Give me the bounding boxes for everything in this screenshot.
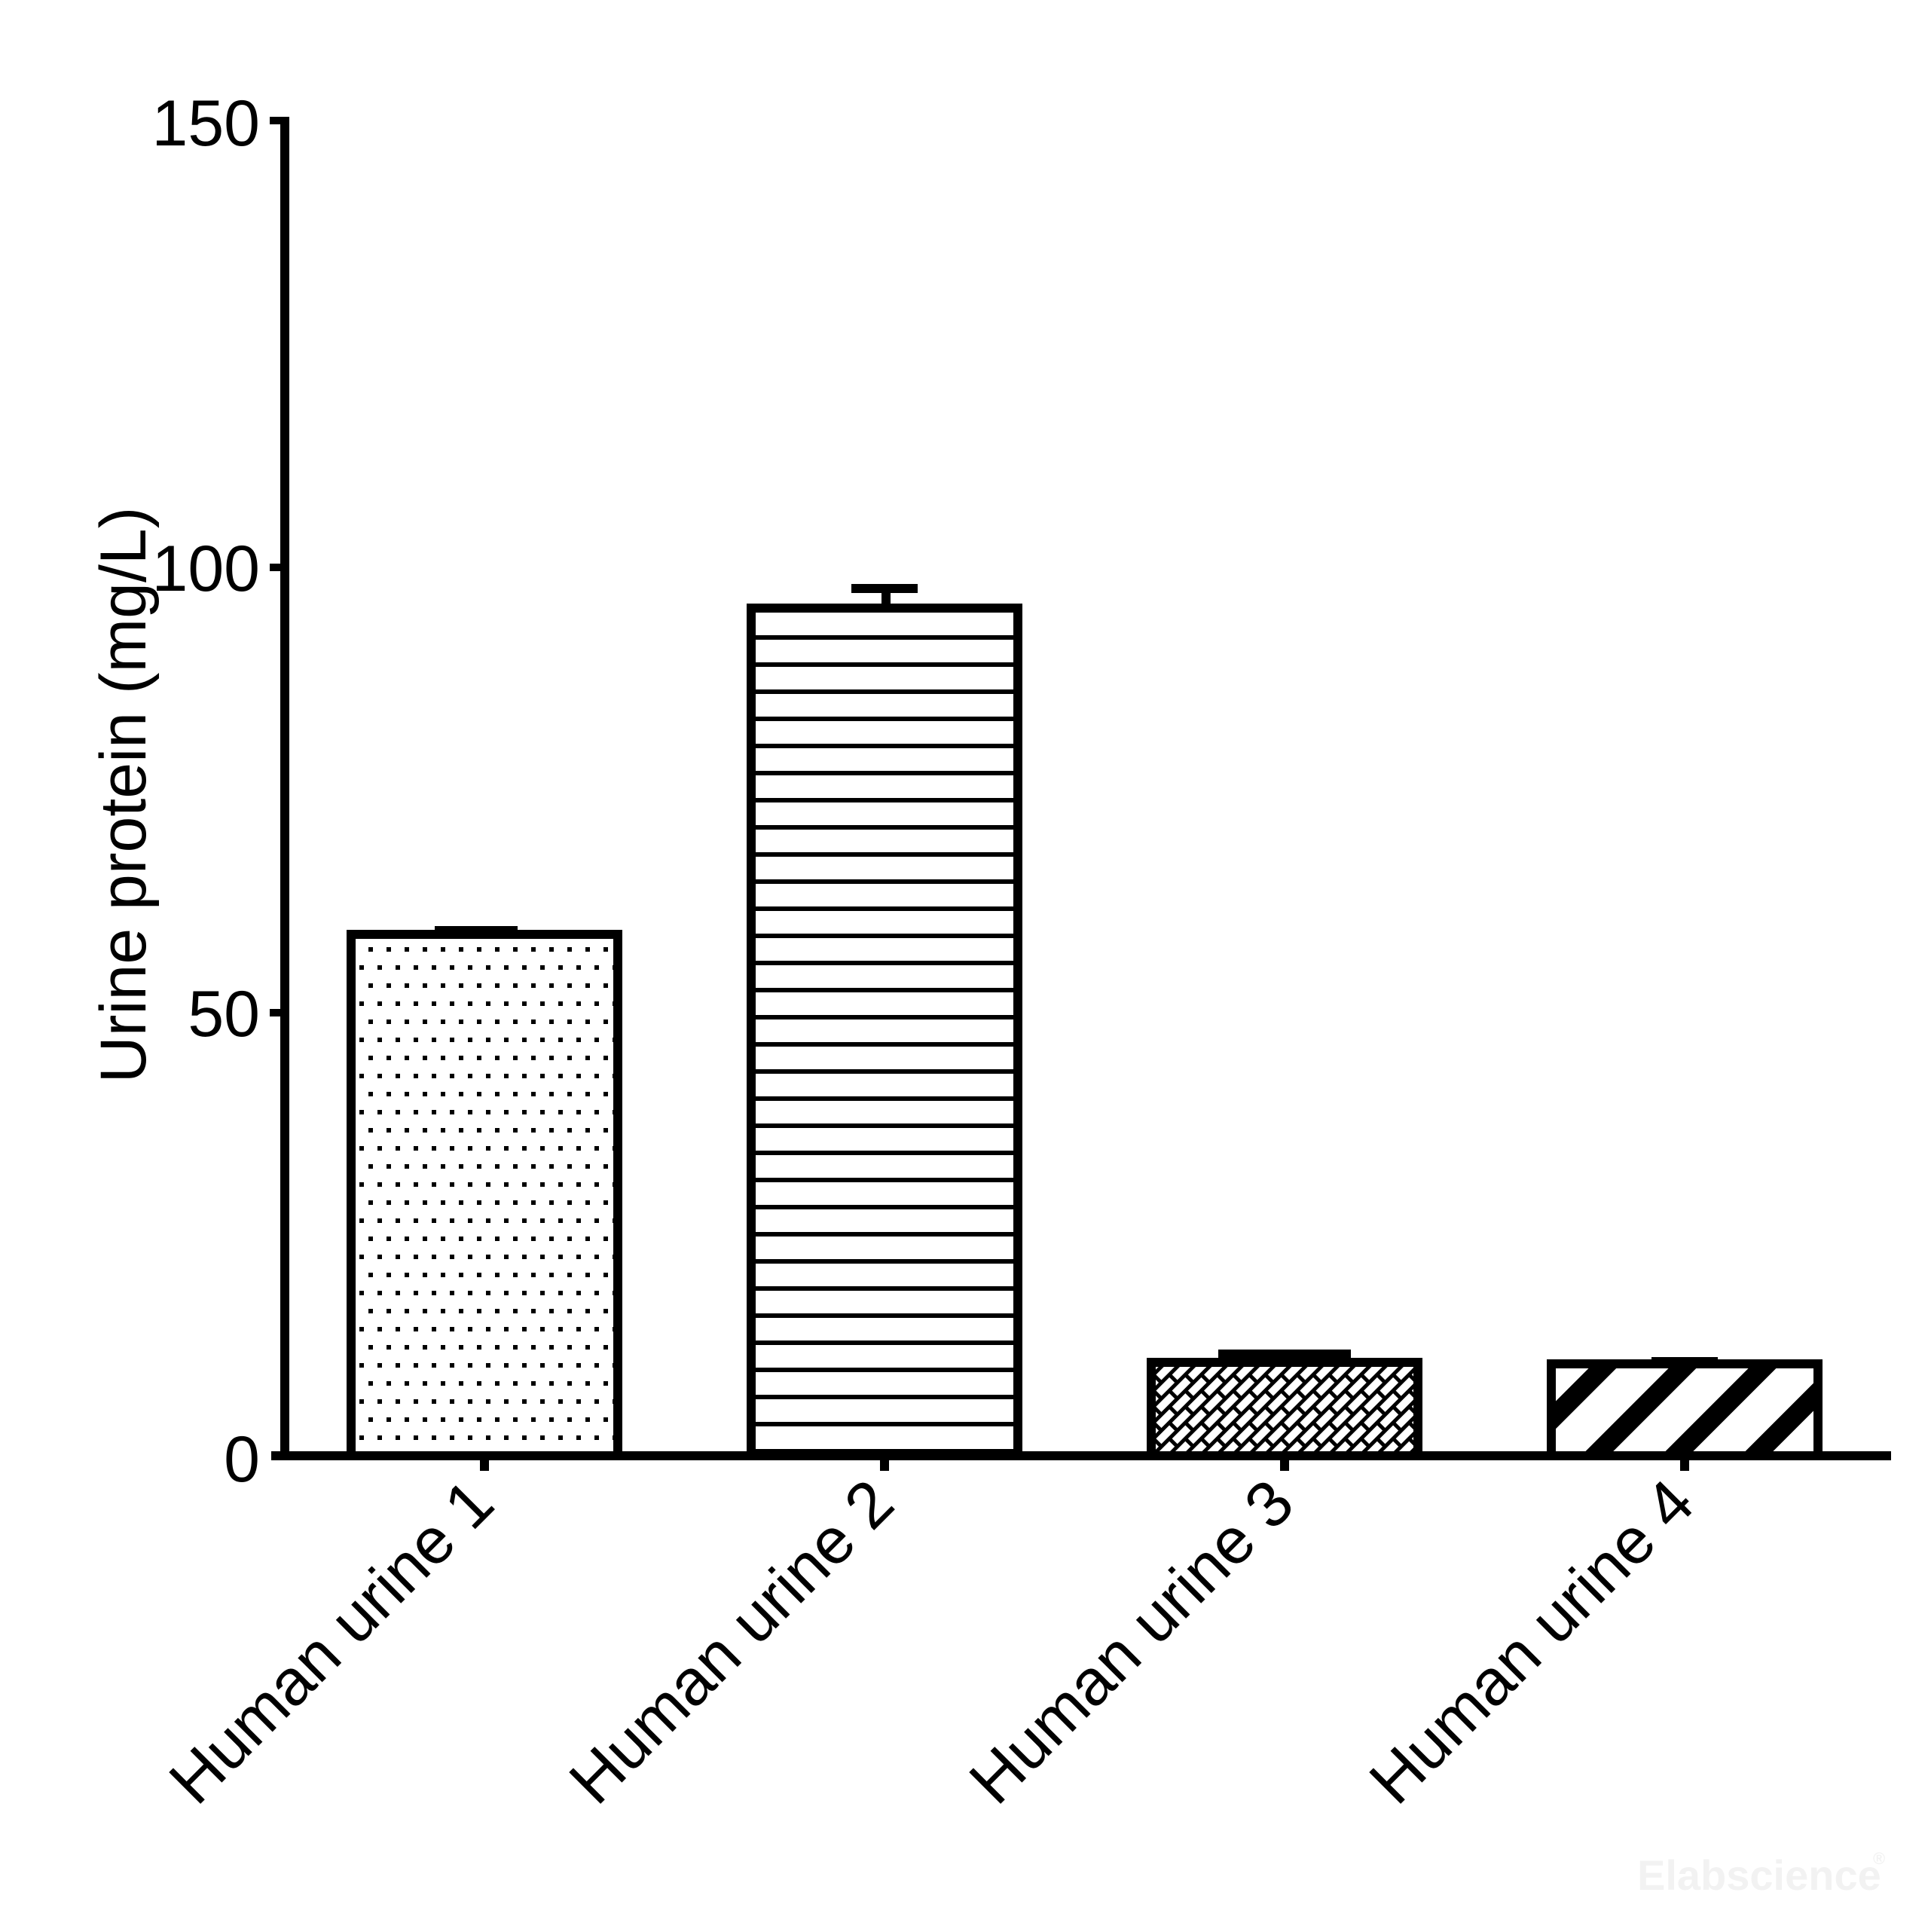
y-axis bbox=[270, 117, 289, 1460]
x-label-4: Human urine 4 bbox=[1356, 1466, 1708, 1818]
x-axis bbox=[271, 1451, 1891, 1471]
bar-human-urine-3 bbox=[1147, 1350, 1422, 1460]
x-label-2: Human urine 2 bbox=[556, 1466, 908, 1818]
y-tick-150 bbox=[270, 117, 289, 124]
y-tick-label-150: 150 bbox=[152, 87, 261, 160]
y-axis-title: Urine protein (mg/L) bbox=[87, 507, 160, 1084]
error-cap-3 bbox=[1218, 1350, 1351, 1359]
bar-4 bbox=[1547, 1359, 1823, 1460]
y-tick-100 bbox=[270, 564, 289, 571]
x-tick-4 bbox=[1680, 1456, 1689, 1471]
x-label-3: Human urine 3 bbox=[956, 1466, 1308, 1818]
y-tick-label-50: 50 bbox=[188, 978, 260, 1050]
bar-3 bbox=[1147, 1358, 1422, 1460]
watermark: Elabscience bbox=[1637, 1851, 1881, 1899]
error-cap-2 bbox=[851, 584, 918, 593]
watermark-registered-mark: ® bbox=[1873, 1849, 1885, 1868]
bar-2 bbox=[747, 604, 1022, 1460]
bar-human-urine-4 bbox=[1547, 1357, 1823, 1460]
y-axis-line bbox=[280, 118, 289, 1460]
y-tick-label-0: 0 bbox=[224, 1423, 260, 1496]
y-tick-50 bbox=[270, 1009, 289, 1016]
x-tick-3 bbox=[1280, 1456, 1289, 1471]
error-cap-4 bbox=[1651, 1357, 1718, 1362]
error-cap-1 bbox=[435, 926, 518, 931]
bar-1 bbox=[347, 930, 622, 1460]
x-tick-1 bbox=[480, 1456, 489, 1471]
y-tick-label-100: 100 bbox=[152, 533, 261, 605]
x-label-1: Human urine 1 bbox=[156, 1466, 508, 1818]
bar-human-urine-2 bbox=[747, 584, 1022, 1460]
x-axis-line bbox=[271, 1451, 1891, 1460]
bar-human-urine-1 bbox=[347, 926, 622, 1460]
x-tick-2 bbox=[880, 1456, 889, 1471]
error-bar-2 bbox=[881, 592, 891, 610]
